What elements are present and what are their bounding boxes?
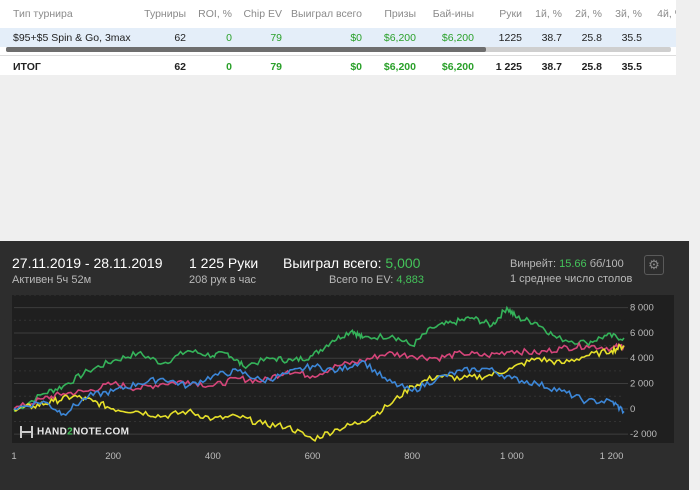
col-header-2nd[interactable]: 2й, %	[575, 8, 602, 20]
col-header-roi[interactable]: ROI, %	[198, 8, 232, 20]
won-total-summary: Выиграл всего: 5,000	[283, 255, 420, 271]
y-tick-label: 4 000	[630, 353, 654, 364]
total-roi: 0	[190, 55, 236, 75]
x-tick-label: 1 000	[500, 451, 524, 462]
x-tick-label: 1 200	[600, 451, 624, 462]
col-header-3rd[interactable]: 3й, %	[615, 8, 642, 20]
total-won: $0	[286, 55, 366, 75]
total-4th: 0	[646, 55, 676, 75]
ev-label: Всего по EV:	[329, 274, 394, 286]
y-tick-label: 2 000	[630, 379, 654, 390]
total-label: ИТОГ	[0, 55, 130, 75]
col-header-chip-ev[interactable]: Chip EV	[243, 8, 282, 20]
profit-line-chart: 8 000 6 000 4 000 2 000 0 -2 000 1 200 400 600 800…	[12, 295, 657, 462]
ev-summary: Всего по EV: 4,883	[329, 274, 424, 286]
total-hands: 1 225	[478, 55, 526, 75]
cell-hands: 1225	[478, 28, 526, 47]
cell-4th: 0	[646, 28, 676, 47]
cell-roi: 0	[190, 28, 236, 47]
y-tick-label: 8 000	[630, 303, 654, 314]
tournament-table: Тип турнира Турниры ROI, % Chip EV Выигр…	[0, 0, 676, 75]
total-1st: 38.7	[526, 55, 566, 75]
cell-won-total: $0	[286, 28, 366, 47]
winrate-value: 15.66	[559, 258, 587, 270]
x-tick-label: 200	[105, 451, 121, 462]
series-line-green	[13, 305, 625, 413]
table-header: Тип турнира Турниры ROI, % Chip EV Выигр…	[0, 0, 676, 28]
winrate-label: Винрейт:	[510, 258, 557, 270]
won-value: 5,000	[385, 255, 421, 271]
cell-tournaments: 62	[130, 28, 190, 47]
table-row[interactable]: $95+$5 Spin & Go, 3max 62 0 79 $0 $6,200…	[0, 28, 676, 47]
logo-icon	[20, 426, 33, 438]
total-chip-ev: 79	[236, 55, 286, 75]
y-tick-label: 6 000	[630, 328, 654, 339]
date-range: 27.11.2019 - 28.11.2019	[12, 255, 163, 271]
cell-1st: 38.7	[526, 28, 566, 47]
col-header-won-total[interactable]: Выиграл всего	[291, 8, 362, 20]
y-tick-label: 0	[630, 404, 635, 415]
gear-icon[interactable]: ⚙	[644, 255, 664, 275]
x-tick-label: 400	[205, 451, 221, 462]
col-header-1st[interactable]: 1й, %	[535, 8, 562, 20]
col-header-4th[interactable]: 4й, %	[657, 8, 676, 20]
won-label: Выиграл всего:	[283, 255, 382, 271]
ev-value: 4,883	[396, 274, 424, 286]
winrate-unit: бб/100	[589, 258, 624, 270]
cell-chip-ev: 79	[236, 28, 286, 47]
hand2note-logo: HAND2NOTE.COM	[20, 426, 129, 438]
cell-type: $95+$5 Spin & Go, 3max	[0, 28, 131, 47]
active-time: Активен 5ч 52м	[12, 274, 92, 286]
total-row: ИТОГ 62 0 79 $0 $6,200 $6,200 1 225 38.7…	[0, 55, 676, 75]
total-prizes: $6,200	[366, 55, 420, 75]
cell-2nd: 25.8	[566, 28, 606, 47]
col-header-tournaments[interactable]: Турниры	[144, 8, 186, 20]
total-2nd: 25.8	[566, 55, 606, 75]
x-tick-label: 800	[404, 451, 420, 462]
col-header-type[interactable]: Тип турнира	[13, 8, 73, 20]
total-buyins: $6,200	[420, 55, 478, 75]
hands-count: 1 225 Руки	[189, 255, 259, 271]
winrate-summary: Винрейт: 15.66 бб/100	[510, 258, 624, 270]
x-tick-label: 1	[12, 451, 17, 462]
hands-per-hour: 208 рук в час	[189, 274, 257, 286]
cell-buyins: $6,200	[420, 28, 478, 47]
total-tournaments: 62	[130, 55, 190, 75]
y-tick-label: -2 000	[630, 429, 657, 440]
cell-3rd: 35.5	[606, 28, 646, 47]
cell-prizes: $6,200	[366, 28, 420, 47]
horizontal-scrollbar-thumb[interactable]	[6, 47, 486, 52]
col-header-buyins[interactable]: Бай-ины	[432, 8, 474, 20]
series-line-blue	[13, 359, 625, 417]
total-3rd: 35.5	[606, 55, 646, 75]
col-header-prizes[interactable]: Призы	[384, 8, 416, 20]
x-tick-label: 600	[305, 451, 321, 462]
avg-tables: 1 среднее число столов	[510, 273, 633, 285]
series-line-yellow	[13, 343, 625, 442]
col-header-hands[interactable]: Руки	[499, 8, 522, 20]
